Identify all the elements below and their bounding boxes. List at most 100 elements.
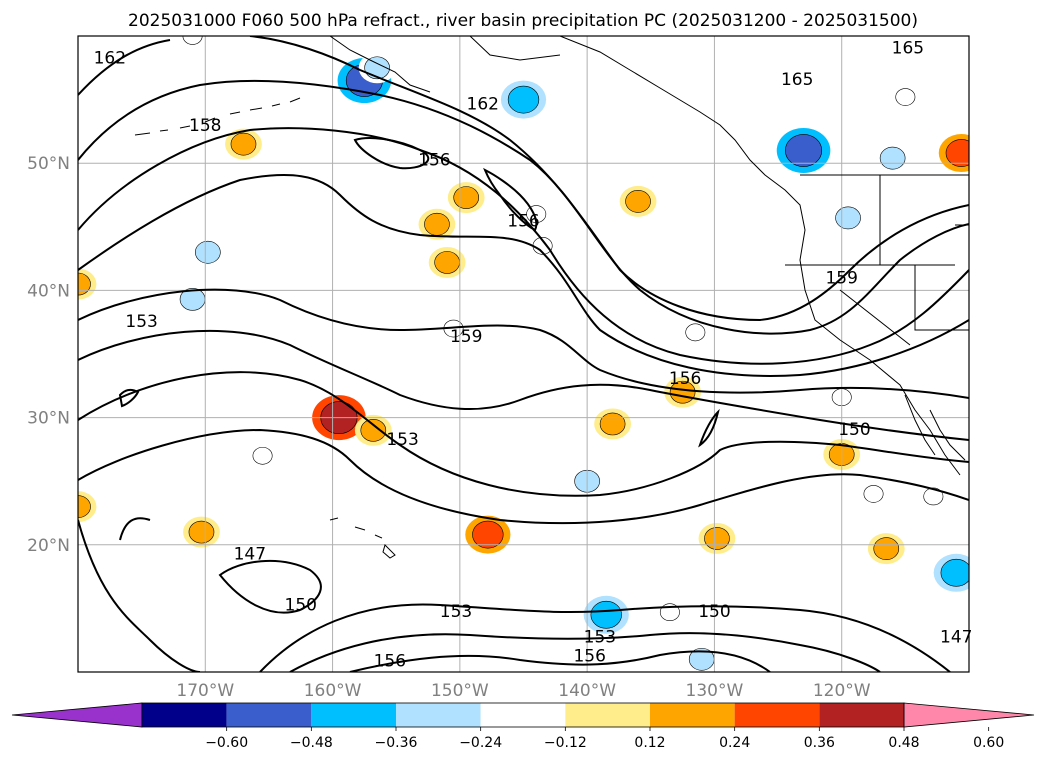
map-frame — [77, 35, 970, 673]
colorbar-segment — [819, 703, 904, 727]
colorbar-frame — [141, 702, 905, 728]
chart-title: 2025031000 F060 500 hPa refract., river … — [128, 11, 918, 31]
anomaly-core — [945, 139, 969, 167]
y-tick-label: 20°N — [27, 536, 70, 556]
contour-label: 162 — [94, 49, 126, 69]
anomaly-core — [835, 206, 861, 230]
x-tick-label: 120°W — [813, 681, 871, 701]
colorbar-segment — [565, 703, 650, 727]
contour-label: 156 — [418, 150, 450, 170]
anomaly-core — [434, 251, 460, 274]
contour-line — [289, 632, 881, 672]
colorbar-segment — [480, 703, 566, 727]
contour-label: 147 — [234, 545, 266, 565]
x-tick-label: 160°W — [304, 681, 362, 701]
anomaly-core — [78, 272, 91, 296]
contour-line — [353, 137, 430, 170]
anomaly-core — [873, 537, 900, 560]
contour-lines — [78, 36, 969, 672]
contour-label: 156 — [573, 646, 605, 666]
anomaly-core — [182, 36, 203, 45]
colorbar-segment — [226, 703, 312, 727]
us-state-borders — [785, 175, 969, 346]
anomaly-core — [188, 520, 215, 544]
contour-line — [218, 559, 322, 614]
colorbar-extend-min — [11, 702, 143, 728]
colorbar-tick-label: −0.60 — [205, 735, 248, 751]
anomaly-core — [364, 56, 390, 80]
contour-label: 162 — [467, 94, 499, 114]
anomaly-core — [785, 134, 823, 167]
contour-label: 158 — [189, 116, 221, 136]
colorbar-segment — [311, 703, 396, 727]
anomaly-core — [507, 85, 540, 114]
colorbar-segment — [142, 703, 227, 727]
contour-label: 159 — [825, 269, 857, 289]
contour-line — [698, 408, 720, 448]
colorbar-tick-label: −0.12 — [544, 735, 587, 751]
y-tick-label: 50°N — [27, 154, 70, 174]
contour-line — [78, 127, 969, 365]
y-tick-label: 40°N — [27, 281, 70, 301]
colorbar-tick-label: −0.36 — [375, 735, 418, 751]
contour-label: 156 — [507, 211, 539, 231]
anomaly-core — [195, 240, 221, 264]
anomaly-core — [895, 88, 916, 106]
contour-label: 150 — [698, 602, 730, 622]
colorbar-tick-label: 0.60 — [973, 735, 1004, 751]
contour-label-layer: 1621621581561561651651591591561531531501… — [94, 38, 973, 671]
alaska-coastline — [329, 36, 961, 476]
contour-label: 156 — [669, 369, 701, 389]
anomaly-core — [360, 418, 387, 442]
anomaly-fill-layer — [78, 36, 969, 672]
anomaly-core — [685, 323, 706, 342]
contour-line — [349, 650, 771, 672]
colorbar-tick-label: −0.48 — [290, 735, 333, 751]
x-axis-ticks: 170°W 160°W 150°W 140°W 130°W 120°W — [176, 681, 870, 701]
colorbar-tick-label: 0.12 — [634, 735, 665, 751]
anomaly-core — [230, 132, 257, 156]
contour-label: 150 — [285, 596, 317, 616]
anomaly-core — [923, 487, 944, 506]
contour-line — [78, 428, 969, 525]
colorbar-extend-max — [903, 702, 1035, 728]
contour-line — [78, 288, 969, 399]
x-tick-label: 170°W — [176, 681, 234, 701]
contour-line — [483, 167, 538, 232]
contour-line — [78, 329, 969, 441]
colorbar-tick-label: 0.24 — [719, 735, 750, 751]
x-tick-label: 150°W — [431, 681, 489, 701]
anomaly-core — [879, 146, 906, 170]
anomaly-core — [704, 527, 730, 550]
colorbar-tick-label: −0.24 — [459, 735, 502, 751]
aleutian-islands — [134, 97, 301, 136]
x-tick-label: 140°W — [558, 681, 616, 701]
contour-label: 153 — [125, 312, 157, 332]
contour-label: 165 — [892, 38, 924, 58]
contour-line — [259, 603, 951, 672]
contour-label: 150 — [838, 420, 870, 440]
x-tick-label: 130°W — [686, 681, 744, 701]
anomaly-core — [472, 520, 504, 549]
contour-line — [78, 371, 969, 497]
y-tick-label: 30°N — [27, 409, 70, 429]
anomaly-core — [78, 495, 91, 518]
contour-line — [118, 388, 140, 408]
contour-line — [78, 79, 969, 335]
colorbar-tick-label: 0.48 — [888, 735, 919, 751]
contour-label: 147 — [940, 627, 972, 647]
anomaly-core — [940, 558, 969, 587]
colorbar-segment — [650, 703, 735, 727]
anomaly-core — [590, 600, 622, 629]
contour-label: 153 — [440, 602, 472, 622]
colorbar-segment — [734, 703, 820, 727]
contour-label: 153 — [386, 430, 418, 450]
y-axis-ticks: 50°N 40°N 30°N 20°N — [27, 154, 70, 556]
contour-line — [78, 517, 201, 672]
anomaly-core — [252, 446, 273, 465]
colorbar: −0.60 −0.48 −0.36 −0.24 −0.12 0.12 0.24 0.36 0.4… — [11, 702, 1035, 751]
anomaly-core — [453, 186, 480, 209]
grid-layer — [78, 36, 969, 672]
contour-label: 165 — [781, 70, 813, 90]
